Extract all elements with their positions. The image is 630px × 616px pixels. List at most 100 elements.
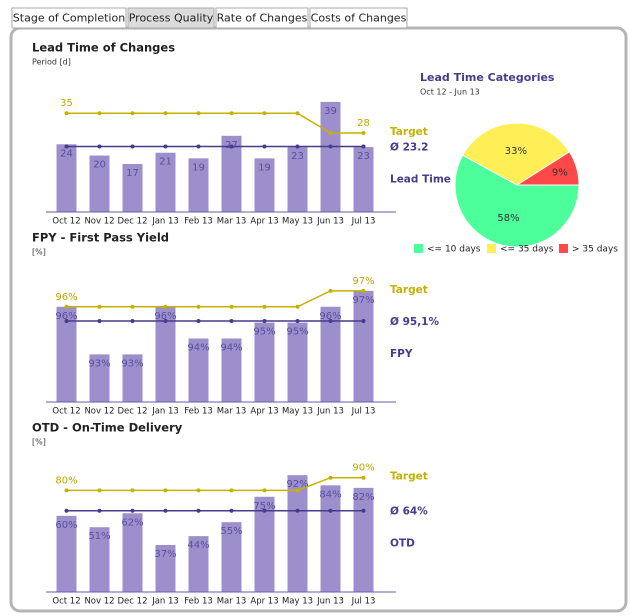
legend-label: Target xyxy=(390,471,428,483)
bar xyxy=(155,306,176,402)
x-tick-label: Jan 13 xyxy=(151,217,179,227)
line-point xyxy=(130,319,135,324)
bar xyxy=(221,135,242,212)
line-point xyxy=(64,144,69,149)
line-point xyxy=(64,488,69,493)
line-point xyxy=(361,130,366,135)
line-point xyxy=(262,508,267,513)
line-point xyxy=(130,111,135,116)
line-point xyxy=(97,144,102,149)
line-point xyxy=(295,144,300,149)
bar-label: 24 xyxy=(60,148,73,159)
x-tick-label: Mar 13 xyxy=(217,217,247,227)
tab-label[interactable]: Process Quality xyxy=(129,12,214,25)
x-tick-label: Feb 13 xyxy=(184,217,213,227)
line-point xyxy=(97,111,102,116)
slice-label: 9% xyxy=(552,168,568,179)
bar-label: 55% xyxy=(220,526,242,537)
line-point xyxy=(361,508,366,513)
line-point xyxy=(295,111,300,116)
line-label: 96% xyxy=(55,292,77,303)
bar-label: 82% xyxy=(352,492,374,503)
line-point xyxy=(196,304,201,309)
legend-label: <= 35 days xyxy=(500,245,554,255)
bar xyxy=(320,101,341,212)
line-point xyxy=(97,304,102,309)
x-tick-label: May 13 xyxy=(282,407,313,417)
tab[interactable] xyxy=(11,7,127,29)
bar-label: 21 xyxy=(159,157,172,168)
line-point xyxy=(196,144,201,149)
line-point xyxy=(64,508,69,513)
line-point xyxy=(262,488,267,493)
bar-label: 17 xyxy=(126,168,139,179)
bar xyxy=(254,158,275,212)
bar-label: 51% xyxy=(88,531,110,542)
bar xyxy=(221,338,242,402)
line-point xyxy=(163,304,168,309)
legend-label: Target xyxy=(390,126,428,138)
bar-label: 19 xyxy=(192,162,205,173)
bar-label: 60% xyxy=(55,520,77,531)
line-point xyxy=(97,508,102,513)
tab[interactable] xyxy=(215,7,309,29)
line-point xyxy=(196,508,201,513)
bar-label: 37% xyxy=(154,549,176,560)
line-point xyxy=(130,304,135,309)
line-point xyxy=(196,111,201,116)
line-point xyxy=(97,319,102,324)
bar xyxy=(287,147,308,212)
bar-label: 93% xyxy=(121,358,143,369)
x-tick-label: Apr 13 xyxy=(250,217,278,227)
line-label: 97% xyxy=(352,276,374,287)
line-label: 90% xyxy=(352,463,374,474)
tab[interactable] xyxy=(127,7,215,29)
bar xyxy=(56,306,77,402)
bar xyxy=(320,485,341,592)
line-point xyxy=(361,144,366,149)
line-point xyxy=(361,475,366,480)
x-tick-label: Jul 13 xyxy=(351,407,376,417)
line-point xyxy=(163,144,168,149)
tab-label[interactable]: Stage of Completion xyxy=(13,12,125,25)
x-tick-label: Dec 12 xyxy=(118,217,148,227)
line-point xyxy=(196,319,201,324)
line-point xyxy=(163,508,168,513)
bar xyxy=(122,164,143,212)
x-tick-label: Jun 13 xyxy=(316,217,344,227)
tab-label[interactable]: Rate of Changes xyxy=(217,12,308,25)
x-tick-label: Jul 13 xyxy=(351,217,376,227)
bar xyxy=(353,290,374,402)
bar xyxy=(353,487,374,592)
line-point xyxy=(328,130,333,135)
x-tick-label: Dec 12 xyxy=(118,597,148,607)
chart-title: Lead Time of Changes xyxy=(32,41,175,55)
line-point xyxy=(196,488,201,493)
line xyxy=(66,476,364,492)
bar-label: 23 xyxy=(357,151,370,162)
line-point xyxy=(295,319,300,324)
tab[interactable] xyxy=(309,7,408,29)
bar-label: 97% xyxy=(352,295,374,306)
x-tick-label: May 13 xyxy=(282,217,313,227)
line-point xyxy=(295,508,300,513)
line-label: 35 xyxy=(60,98,73,109)
bar xyxy=(155,152,176,212)
x-tick-label: Apr 13 xyxy=(250,407,278,417)
bar xyxy=(254,496,275,592)
x-tick-label: Oct 12 xyxy=(52,597,80,607)
x-tick-label: Jan 13 xyxy=(151,597,179,607)
line-point xyxy=(328,475,333,480)
line-point xyxy=(295,488,300,493)
line xyxy=(66,290,364,308)
tab-label[interactable]: Costs of Changes xyxy=(311,12,407,25)
bar-label: 19 xyxy=(258,162,271,173)
line-point xyxy=(130,488,135,493)
slice-label: 33% xyxy=(505,146,527,157)
line-point xyxy=(97,488,102,493)
x-tick-label: Nov 12 xyxy=(84,597,114,607)
x-tick-label: Dec 12 xyxy=(118,407,148,417)
line-point xyxy=(295,304,300,309)
bar-label: 96% xyxy=(55,311,77,322)
bar xyxy=(56,144,77,212)
